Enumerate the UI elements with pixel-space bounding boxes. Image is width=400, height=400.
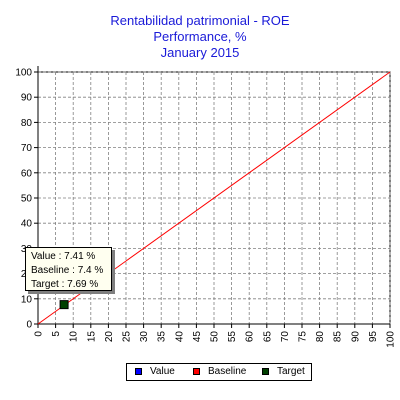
legend-label-baseline: Baseline (208, 366, 247, 377)
x-tick-label: 75 (298, 331, 309, 343)
x-tick-label: 95 (368, 331, 379, 343)
x-tick-label: 35 (157, 331, 168, 343)
x-tick-label: 40 (174, 331, 185, 343)
x-tick-label: 65 (262, 331, 273, 343)
legend-swatch-value (135, 368, 142, 375)
x-tick-label: 50 (210, 331, 221, 343)
y-tick-label: 70 (21, 143, 33, 154)
x-tick-label: 15 (86, 331, 97, 343)
x-tick-label: 30 (139, 331, 150, 343)
x-tick-label: 85 (333, 331, 344, 343)
y-tick-label: 90 (21, 93, 33, 104)
x-tick-label: 45 (192, 331, 203, 343)
chart-period: January 2015 (160, 45, 240, 60)
chart-legend: Value Baseline Target (126, 363, 312, 381)
chart-title: Rentabilidad patrimonial - ROE (110, 13, 290, 28)
chart-subtitle: Performance, % (153, 29, 247, 44)
x-tick-label: 10 (69, 331, 80, 343)
y-tick-label: 10 (21, 294, 33, 305)
legend-label-value: Value (150, 366, 175, 377)
y-tick-label: 100 (15, 68, 32, 79)
x-tick-label: 100 (386, 331, 397, 348)
x-tick-label: 5 (51, 331, 62, 337)
legend-item-value[interactable]: Value (135, 366, 185, 378)
tooltip-value: Value : 7.41 % (31, 251, 96, 262)
chart-title-block: Rentabilidad patrimonial - ROE Performan… (0, 13, 400, 61)
legend-swatch-target (262, 368, 269, 375)
y-tick-label: 0 (26, 320, 32, 331)
legend-item-target[interactable]: Target (262, 366, 310, 378)
y-tick-label: 50 (21, 194, 33, 205)
y-tick-label: 80 (21, 118, 33, 129)
target-marker (59, 300, 69, 310)
data-tooltip: Value : 7.41 % Baseline : 7.4 % Target :… (25, 247, 112, 291)
legend-item-baseline[interactable]: Baseline (193, 366, 253, 378)
x-tick-label: 60 (245, 331, 256, 343)
x-tick-label: 25 (122, 331, 133, 343)
x-tick-label: 80 (315, 331, 326, 343)
x-tick-label: 90 (350, 331, 361, 343)
x-tick-label: 20 (104, 331, 115, 343)
tooltip-baseline: Baseline : 7.4 % (31, 265, 104, 276)
tooltip-target: Target : 7.69 % (31, 279, 99, 290)
y-tick-label: 60 (21, 168, 33, 179)
legend-label-target: Target (277, 366, 305, 377)
x-tick-label: 0 (34, 331, 45, 337)
y-tick-label: 40 (21, 219, 33, 230)
x-tick-label: 55 (227, 331, 238, 343)
x-tick-label: 70 (280, 331, 291, 343)
legend-swatch-baseline (193, 368, 200, 375)
